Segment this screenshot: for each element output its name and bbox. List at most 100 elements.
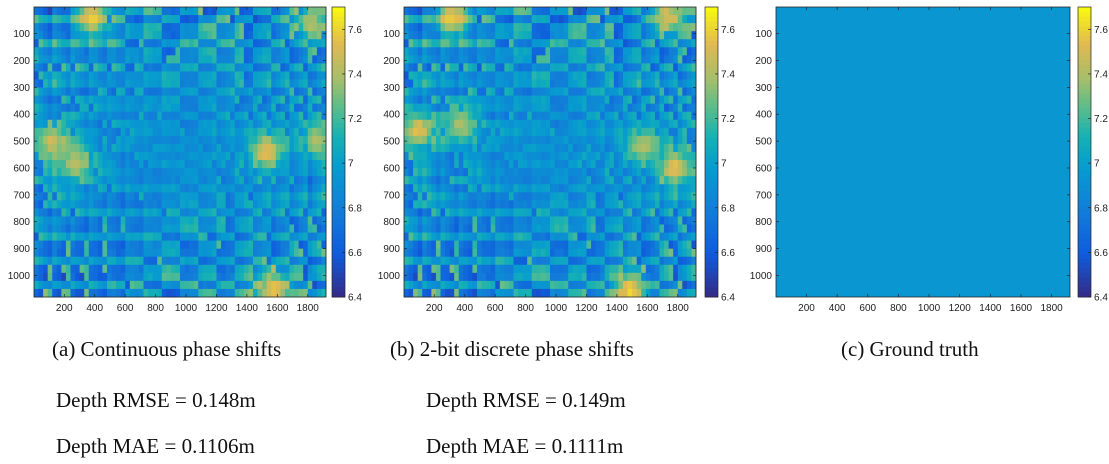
heatmap-cell (677, 168, 683, 177)
heatmap-cell (88, 168, 94, 177)
heatmap-cell (166, 264, 172, 274)
heatmap-cell (216, 288, 222, 298)
colorbar-segment (1078, 94, 1091, 100)
heatmap-cell (312, 39, 318, 48)
heatmap-cell (61, 15, 67, 24)
heatmap-cell (664, 272, 670, 282)
heatmap-cell (458, 79, 464, 88)
heatmap-cell (654, 208, 660, 217)
heatmap-cell (97, 87, 103, 97)
heatmap-cell (234, 127, 240, 137)
colorbar-segment (705, 210, 718, 216)
heatmap-cell (518, 248, 524, 258)
heatmap-cell (294, 176, 300, 185)
heatmap-cell (107, 176, 112, 185)
heatmap-cell (312, 200, 318, 209)
heatmap-cell (550, 176, 555, 185)
heatmap-cell (609, 7, 615, 16)
colorbar-segment (705, 55, 718, 61)
heatmap-cell (404, 119, 409, 129)
heatmap-cell (321, 208, 327, 217)
heatmap-cell (490, 127, 496, 137)
heatmap-cell (691, 200, 697, 209)
heatmap-cell (591, 63, 597, 72)
depth-mae: Depth MAE = 0.1106m (56, 434, 255, 458)
heatmap-cell (61, 31, 67, 40)
heatmap-cell (38, 288, 44, 298)
heatmap-cell (540, 248, 546, 258)
heatmap-cell (435, 47, 441, 56)
heatmap-cell (604, 216, 610, 225)
heatmap-cell (627, 208, 633, 217)
heatmap-cell (559, 264, 565, 274)
heatmap-cell (454, 264, 460, 274)
heatmap-cell (413, 103, 419, 113)
heatmap-cell (413, 31, 419, 40)
heatmap-cell (595, 280, 601, 290)
heatmap-cell (307, 176, 313, 185)
heatmap-cell (440, 200, 446, 209)
heatmap-cell (458, 288, 464, 298)
heatmap-cell (604, 192, 610, 201)
heatmap-cell (316, 208, 322, 217)
heatmap-cell (632, 127, 638, 137)
heatmap-cell (129, 87, 135, 97)
heatmap-cell (641, 224, 647, 233)
heatmap-cell (641, 288, 647, 298)
colorbar-segment (332, 161, 345, 167)
heatmap-cell (490, 240, 496, 250)
heatmap-cell (257, 79, 263, 88)
heatmap-cell (422, 176, 428, 185)
heatmap-cell (120, 127, 126, 137)
heatmap-cell (499, 55, 505, 64)
heatmap-cell (298, 224, 304, 233)
heatmap-cell (673, 111, 679, 121)
heatmap-cell (275, 39, 281, 48)
heatmap-cell (303, 143, 309, 153)
heatmap-cell (586, 256, 592, 266)
heatmap-cell (120, 7, 126, 16)
heatmap-cell (513, 160, 519, 169)
heatmap-cell (284, 232, 290, 242)
heatmap-cell (120, 264, 126, 274)
heatmap-cell (211, 224, 217, 233)
heatmap-cell (65, 127, 71, 137)
heatmap-cell (230, 248, 236, 258)
heatmap-cell (618, 232, 624, 242)
heatmap-cell (198, 248, 204, 258)
heatmap-cell (275, 248, 281, 258)
heatmap-cell (161, 31, 167, 40)
heatmap-cell (266, 240, 272, 250)
heatmap-cell (52, 176, 58, 185)
heatmap-cell (609, 15, 615, 24)
heatmap-cell (636, 103, 642, 113)
heatmap-cell (673, 39, 679, 48)
heatmap-cell (518, 23, 524, 32)
heatmap-cell (531, 103, 537, 113)
x-tick-label: 800 (147, 303, 164, 314)
heatmap-cell (243, 232, 249, 242)
heatmap-cell (600, 264, 606, 274)
heatmap-cell (88, 87, 94, 97)
heatmap-cell (654, 95, 660, 105)
heatmap-cell (271, 256, 277, 266)
heatmap-cell (664, 63, 670, 72)
heatmap-cell (79, 240, 85, 250)
heatmap-cell (454, 143, 460, 153)
heatmap-cell (408, 23, 414, 32)
heatmap-cell (467, 95, 473, 105)
heatmap-cell (75, 47, 81, 56)
colorbar-segment (332, 210, 345, 216)
heatmap-cell (508, 232, 514, 242)
heatmap-cell (234, 280, 240, 290)
heatmap-cell (84, 168, 90, 177)
heatmap-cell (157, 7, 163, 16)
heatmap-cell (559, 31, 565, 40)
heatmap-cell (271, 240, 277, 250)
heatmap-cell (266, 184, 272, 193)
heatmap-cell (243, 288, 249, 298)
heatmap-cell (527, 71, 533, 80)
heatmap-cell (125, 95, 131, 105)
heatmap-cell (668, 63, 674, 72)
heatmap-cell (673, 152, 679, 161)
